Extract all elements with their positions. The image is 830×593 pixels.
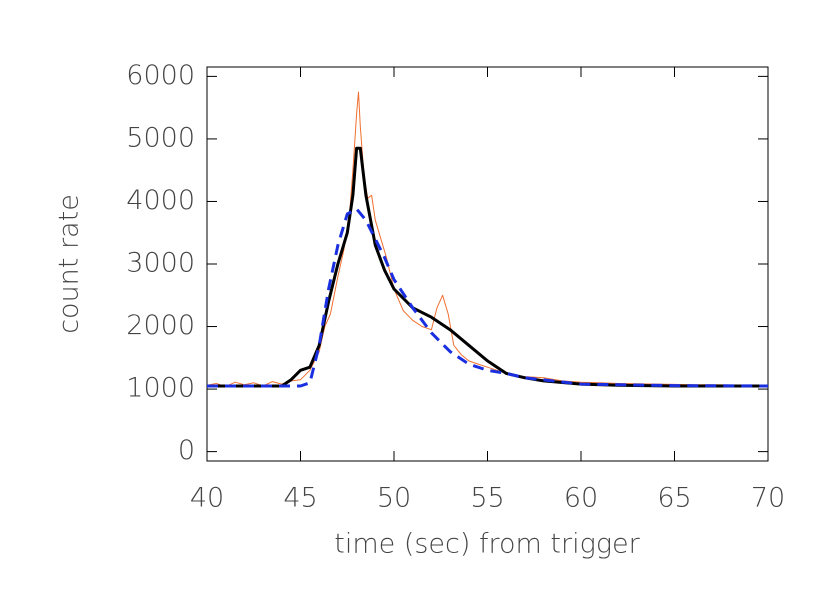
x-tick-label: 55 xyxy=(470,483,504,514)
series-line xyxy=(207,146,768,388)
series-line xyxy=(206,91,769,388)
x-tick-label: 70 xyxy=(751,483,785,514)
y-axis-label: count rate xyxy=(54,194,85,334)
x-axis-label: time (sec) from trigger xyxy=(334,529,640,560)
y-tick-label: 3000 xyxy=(126,248,195,279)
x-tick-label: 40 xyxy=(190,483,224,514)
x-tick-label: 60 xyxy=(564,483,598,514)
x-tick-label: 45 xyxy=(283,483,317,514)
y-tick-label: 2000 xyxy=(126,310,195,341)
x-tick-label: 65 xyxy=(657,483,691,514)
y-tick-label: 6000 xyxy=(126,60,195,91)
y-tick-label: 4000 xyxy=(126,185,195,216)
x-tick-label: 50 xyxy=(377,483,411,514)
y-tick-label: 1000 xyxy=(126,373,195,404)
series-line xyxy=(207,207,769,388)
y-tick-label: 0 xyxy=(178,435,195,466)
y-tick-label: 5000 xyxy=(126,122,195,153)
plot-frame xyxy=(206,66,769,462)
